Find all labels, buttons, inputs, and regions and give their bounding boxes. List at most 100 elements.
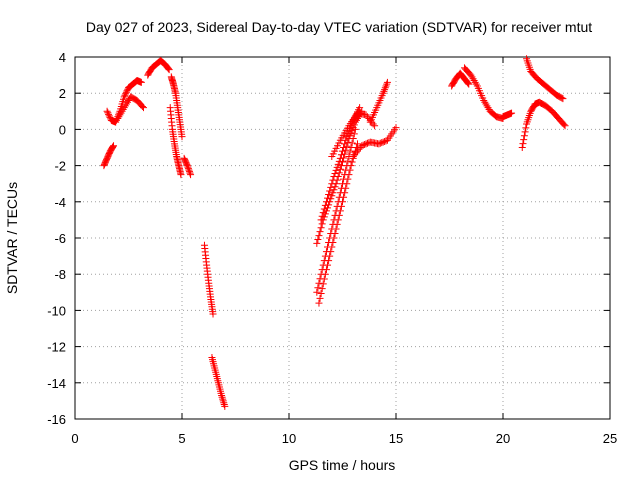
data-point xyxy=(333,220,341,228)
data-point xyxy=(520,136,528,144)
data-point xyxy=(383,80,391,88)
chart-title: Day 027 of 2023, Sidereal Day-to-day VTE… xyxy=(86,19,592,35)
data-point xyxy=(125,96,132,104)
data-point xyxy=(383,78,391,86)
data-point xyxy=(324,261,332,269)
data-point xyxy=(346,148,354,156)
data-point xyxy=(317,216,325,224)
data-point xyxy=(331,183,339,191)
data-point xyxy=(470,77,478,85)
data-point xyxy=(314,236,322,244)
data-point xyxy=(342,184,350,192)
data-point xyxy=(355,145,363,153)
data-point xyxy=(508,109,516,117)
data-point xyxy=(471,78,479,86)
data-point xyxy=(121,102,129,110)
data-point xyxy=(137,78,145,86)
data-point xyxy=(318,212,326,220)
data-point xyxy=(220,399,228,407)
data-point xyxy=(122,88,130,96)
data-point xyxy=(117,109,125,117)
data-point xyxy=(327,248,335,256)
data-series xyxy=(144,57,173,79)
y-tick-label: -14 xyxy=(47,376,66,391)
data-point xyxy=(349,153,357,161)
data-point xyxy=(334,160,342,168)
data-series xyxy=(167,73,186,141)
data-point xyxy=(362,111,370,119)
data-point xyxy=(381,84,389,92)
data-point xyxy=(105,112,113,120)
data-point xyxy=(178,133,186,141)
data-point xyxy=(118,107,126,115)
data-point xyxy=(331,169,339,177)
data-point xyxy=(332,166,340,174)
x-tick-label: 20 xyxy=(496,431,510,446)
data-point xyxy=(108,144,116,151)
data-point xyxy=(322,198,330,206)
data-point xyxy=(109,143,117,151)
y-tick-label: -8 xyxy=(54,267,66,282)
data-series xyxy=(180,154,195,179)
data-point xyxy=(120,93,128,101)
data-point xyxy=(329,189,337,197)
data-point xyxy=(122,90,130,98)
data-point xyxy=(336,154,344,162)
data-point xyxy=(335,211,343,219)
data-point xyxy=(328,192,336,200)
data-point xyxy=(329,176,337,184)
x-tick-labels: 0 5 10 15 20 25 xyxy=(71,431,617,446)
data-point xyxy=(560,121,568,129)
y-tick-label: -4 xyxy=(54,195,66,210)
data-point xyxy=(340,193,348,201)
data-point xyxy=(380,87,388,95)
data-series xyxy=(313,107,366,247)
data-point xyxy=(472,80,480,88)
data-point xyxy=(521,128,529,136)
y-tick-labels: 4 2 0 -2 -4 -6 -8 -10 -12 -14 -16 xyxy=(47,50,66,427)
data-point xyxy=(177,171,185,179)
data-point xyxy=(352,149,360,157)
y-tick-label: 2 xyxy=(59,86,66,101)
data-point xyxy=(350,130,358,138)
data-point xyxy=(183,162,191,170)
data-point xyxy=(520,132,528,140)
data-point xyxy=(518,144,526,151)
data-point xyxy=(341,189,349,197)
x-tick-label: 5 xyxy=(178,431,185,446)
data-point xyxy=(351,151,359,159)
data-series xyxy=(366,78,391,126)
x-tick-label: 25 xyxy=(603,431,617,446)
data-point xyxy=(339,158,346,166)
data-point xyxy=(379,89,387,97)
data-point xyxy=(559,95,567,103)
data-point xyxy=(315,279,323,287)
data-series xyxy=(315,140,361,307)
x-tick-label: 10 xyxy=(282,431,296,446)
data-point xyxy=(347,162,355,170)
data-point xyxy=(381,137,389,145)
data-point xyxy=(104,109,112,117)
data-point xyxy=(317,224,325,232)
data-point xyxy=(112,118,120,126)
data-point xyxy=(326,187,334,195)
data-point xyxy=(330,172,338,180)
data-point xyxy=(358,142,366,150)
data-point xyxy=(218,393,226,401)
data-point xyxy=(313,239,321,247)
data-point xyxy=(184,163,192,171)
data-point xyxy=(315,299,323,307)
data-point xyxy=(356,104,364,112)
y-tick-label: -10 xyxy=(47,303,66,318)
data-point xyxy=(483,102,491,110)
data-series xyxy=(114,93,147,123)
data-point xyxy=(103,107,111,115)
data-point xyxy=(114,115,122,123)
data-point xyxy=(321,201,329,209)
data-point xyxy=(185,168,193,176)
axis-ticks xyxy=(74,56,611,420)
data-point xyxy=(122,100,130,108)
data-point xyxy=(375,140,383,148)
data-point xyxy=(467,71,475,79)
data-point xyxy=(379,138,387,146)
